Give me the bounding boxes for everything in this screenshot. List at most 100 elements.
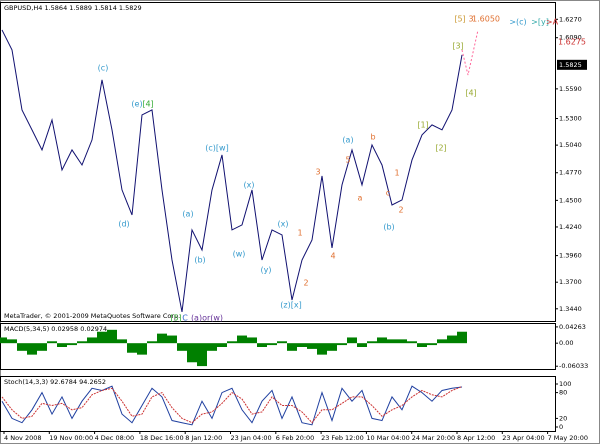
bar — [87, 337, 97, 344]
wave-label: 1.6275 — [558, 38, 586, 47]
wave-label: (c) — [98, 64, 109, 73]
bar — [17, 343, 27, 351]
wave-label: (a) — [182, 210, 193, 219]
bar — [127, 343, 137, 353]
x-tick-label: 18 Dec 16:00 — [140, 434, 184, 442]
y-tick-label: 1.6090 — [559, 34, 582, 42]
x-tick-label: 24 Mar 20:00 — [412, 434, 455, 442]
y-tick-label: 80 — [559, 389, 567, 397]
bar — [227, 341, 237, 344]
bar — [287, 343, 297, 351]
bar — [37, 343, 47, 351]
x-tick-label: 4 Nov 2008 — [4, 434, 42, 442]
y-tick-label: 100 — [559, 380, 571, 388]
price-pane — [0, 2, 556, 322]
wave-label: (z)[x] — [280, 301, 301, 310]
y-tick-label: 0.04263 — [559, 323, 586, 331]
y-tick-label: -0.06033 — [559, 362, 588, 370]
y-tick-label: 0.00 — [559, 339, 573, 347]
wave-label: (b) — [194, 256, 205, 265]
stoch-pane — [0, 376, 556, 432]
wave-label: (b) — [383, 223, 394, 232]
y-tick-label: 1.5590 — [559, 85, 582, 93]
projection — [461, 29, 479, 76]
wave-label: >(c) — [509, 18, 526, 27]
line — [1, 385, 463, 426]
wave-label: >[y] — [531, 18, 549, 27]
y-tick-label: 1.3440 — [559, 305, 582, 313]
line — [1, 386, 463, 424]
bar — [107, 329, 117, 344]
wave-label: 3 — [315, 168, 320, 177]
x-tick-label: 23 Apr 04:00 — [502, 434, 544, 442]
wave-label: (e) — [131, 100, 142, 109]
last-price-label: 1.5825 — [559, 61, 582, 69]
macd-pane — [0, 323, 556, 370]
bar — [377, 337, 387, 344]
x-tick-label: 7 May 20:00 — [548, 434, 588, 442]
wave-label: a — [358, 194, 363, 203]
bar — [27, 343, 37, 355]
bar — [407, 341, 417, 344]
bar — [187, 343, 197, 363]
bar — [347, 337, 357, 344]
bar — [297, 343, 307, 347]
wave-label: (c)[w] — [205, 144, 228, 153]
y-tick-label: 1.5300 — [559, 115, 582, 123]
bar — [67, 343, 77, 346]
bar — [337, 343, 347, 346]
footer: MetaTrader, © 2001-2009 MetaQuotes Softw… — [4, 312, 180, 320]
bar — [237, 335, 247, 344]
bar — [247, 337, 257, 344]
bar — [447, 335, 457, 344]
wave-label: (d) — [118, 220, 129, 229]
y-tick-label: 1.4500 — [559, 196, 582, 204]
y-tick-label: 1.4240 — [559, 223, 582, 231]
wave-label: (w) — [233, 250, 246, 259]
wave-label: [5] — [454, 15, 465, 24]
bar — [367, 341, 377, 344]
bar — [167, 335, 177, 344]
y-tick-label: 1.3700 — [559, 278, 582, 286]
wave-label: 3 — [468, 15, 473, 24]
wave-label: c — [386, 189, 390, 198]
bar — [277, 341, 287, 344]
bar — [457, 331, 467, 344]
bar — [427, 343, 437, 346]
wave-label: [3] — [452, 42, 463, 51]
x-tick-label: 19 Nov 00:00 — [49, 434, 93, 442]
wave-label: 5 — [345, 156, 350, 165]
bar — [197, 343, 207, 367]
bar — [387, 339, 397, 344]
bar — [207, 343, 217, 351]
wave-label: [5] — [170, 314, 181, 323]
y-tick-label: 1.6270 — [559, 15, 582, 23]
y-tick-label: 0 — [559, 423, 563, 431]
x-tick-label: 4 Dec 08:00 — [95, 434, 135, 442]
bar — [217, 343, 227, 347]
bar — [267, 343, 277, 346]
line — [1, 29, 463, 313]
bar — [317, 343, 327, 355]
x-tick-label: 8 Jan 12:00 — [185, 434, 222, 442]
wave-label: b — [370, 133, 375, 142]
wave-label: (a)or(w) — [191, 314, 223, 323]
bar — [97, 331, 107, 344]
x-tick-label: 23 Jan 04:00 — [231, 434, 272, 442]
y-tick-label: 1.4770 — [559, 169, 582, 177]
bar — [7, 339, 17, 344]
wave-label: 4 — [330, 252, 335, 261]
wave-label: 2 — [398, 206, 403, 215]
y-tick-label: 20 — [559, 414, 567, 422]
wave-label: [4] — [465, 89, 476, 98]
bar — [137, 343, 147, 355]
wave-label: [4] — [142, 100, 153, 109]
bar — [307, 343, 317, 349]
wave-label: [1] — [417, 121, 428, 130]
wave-label: (a) — [342, 136, 353, 145]
bar — [47, 341, 57, 344]
y-tick-label: 1.5040 — [559, 141, 582, 149]
x-tick-label: 6 Feb 20:00 — [276, 434, 315, 442]
pane-title: GBPUSD,H4 1.5864 1.5889 1.5814 1.5829 — [4, 4, 142, 12]
